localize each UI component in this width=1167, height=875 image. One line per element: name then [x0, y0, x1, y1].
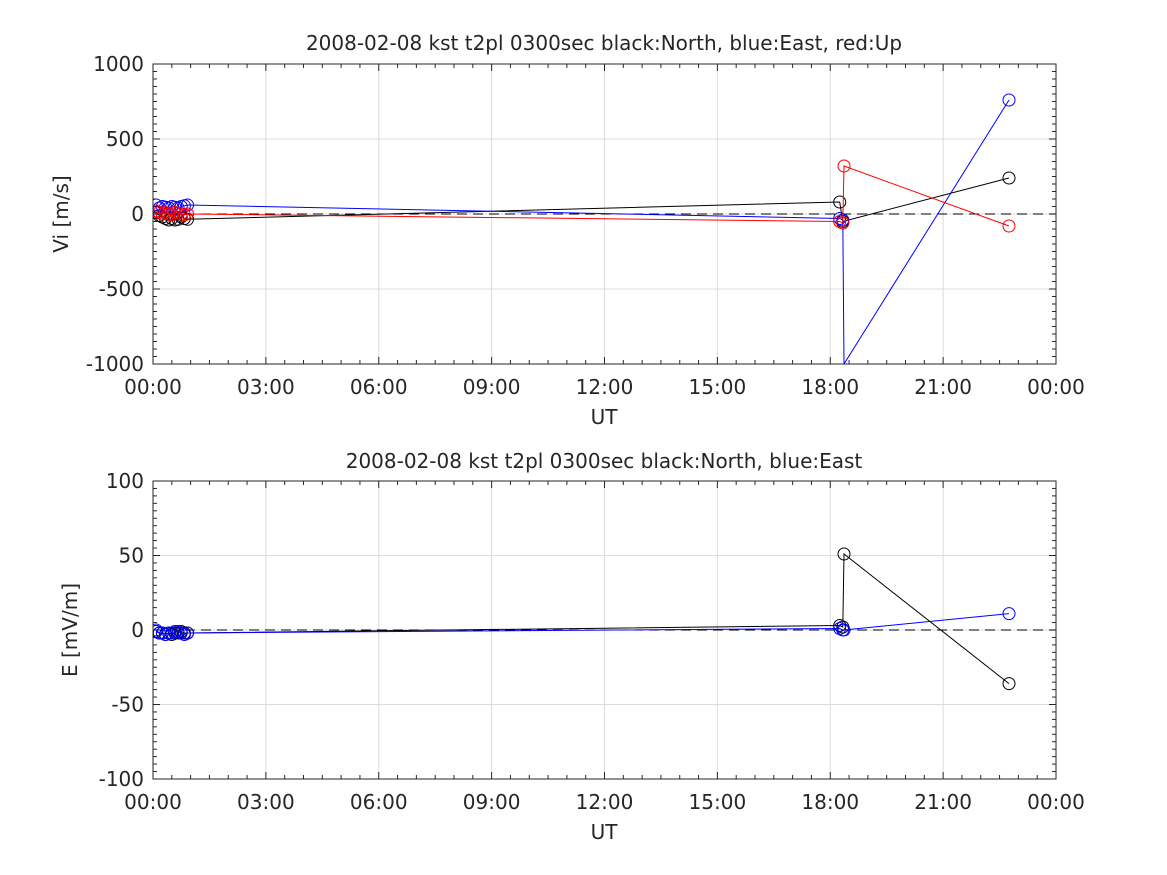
velocity-x-tick-label: 00:00	[1027, 375, 1085, 399]
electric-field-north-point	[1002, 677, 1016, 691]
velocity-x-tick-label: 12:00	[576, 375, 634, 399]
electric-field-y-tick-label: 0	[131, 618, 144, 642]
electric-field-series-east	[153, 607, 1016, 641]
velocity-east-point	[181, 198, 194, 212]
velocity-east-point	[1002, 93, 1016, 107]
electric-field-y-tick-label: -50	[111, 693, 144, 717]
velocity-chart-title: 2008-02-08 kst t2pl 0300sec black:North,…	[306, 31, 902, 55]
velocity-east-point	[833, 212, 847, 225]
velocity-axes-frame	[152, 63, 1057, 365]
velocity-y-tick-label: -500	[99, 277, 144, 301]
electric-field-east-point	[155, 626, 169, 640]
velocity-y-tick-label: 500	[106, 127, 144, 151]
electric-field-axes-frame	[152, 480, 1057, 780]
electric-field-x-tick-label: 15:00	[689, 790, 747, 814]
electric-field-east-point	[177, 628, 191, 641]
velocity-x-tick-label: 09:00	[463, 375, 521, 399]
velocity-up-point	[155, 207, 169, 221]
velocity-x-tick-label: 03:00	[237, 375, 295, 399]
electric-field-north-point	[833, 619, 847, 632]
electric-field-x-tick-label: 03:00	[237, 790, 295, 814]
electric-field-east-point	[837, 623, 851, 637]
velocity-north-point	[1002, 171, 1016, 185]
velocity-up-point	[833, 215, 847, 228]
velocity-up-point	[837, 159, 851, 173]
electric-field-panel: 2008-02-08 kst t2pl 0300sec black:North,…	[58, 449, 1085, 844]
velocity-up-point	[181, 207, 194, 221]
electric-field-east-point	[1002, 607, 1016, 621]
electric-field-x-tick-label: 09:00	[463, 790, 521, 814]
electric-field-x-tick-label: 00:00	[1027, 790, 1085, 814]
velocity-series-up	[153, 159, 1016, 233]
electric-field-y-tick-label: 100	[106, 469, 144, 493]
velocity-plot-area	[153, 93, 1056, 364]
electric-field-y-tick-label: -100	[99, 767, 144, 791]
electric-field-north-point	[837, 547, 851, 561]
velocity-up-point	[165, 208, 179, 222]
electric-field-east-point	[168, 625, 182, 638]
velocity-x-tick-label: 21:00	[914, 375, 972, 399]
electric-field-east-point	[181, 626, 194, 640]
electric-field-east-point	[165, 626, 179, 640]
electric-field-x-tick-label: 06:00	[350, 790, 408, 814]
electric-field-y-axis-label: E [mV/m]	[58, 583, 82, 677]
electric-field-x-tick-label: 18:00	[801, 790, 859, 814]
velocity-panel: 2008-02-08 kst t2pl 0300sec black:North,…	[49, 31, 1085, 429]
velocity-up-point	[836, 216, 850, 230]
velocity-x-axis-label: UT	[591, 405, 619, 429]
velocity-up-point	[1002, 219, 1016, 233]
velocity-y-axis-label: Vi [m/s]	[49, 175, 73, 252]
electric-field-x-axis-label: UT	[591, 820, 619, 844]
velocity-x-tick-label: 15:00	[689, 375, 747, 399]
velocity-north-point	[833, 195, 847, 209]
velocity-y-tick-label: 0	[131, 202, 144, 226]
electric-field-chart-title: 2008-02-08 kst t2pl 0300sec black:North,…	[346, 449, 863, 473]
electric-field-y-tick-label: 50	[119, 544, 144, 568]
velocity-y-tick-label: 1000	[93, 52, 144, 76]
velocity-x-tick-label: 06:00	[350, 375, 408, 399]
velocity-x-tick-label: 18:00	[801, 375, 859, 399]
velocity-y-tick-label: -1000	[86, 352, 144, 376]
velocity-x-tick-label: 00:00	[124, 375, 182, 399]
electric-field-east-point	[171, 625, 185, 638]
electric-field-x-tick-label: 00:00	[124, 790, 182, 814]
electric-field-x-tick-label: 12:00	[576, 790, 634, 814]
electric-field-x-tick-label: 21:00	[914, 790, 972, 814]
